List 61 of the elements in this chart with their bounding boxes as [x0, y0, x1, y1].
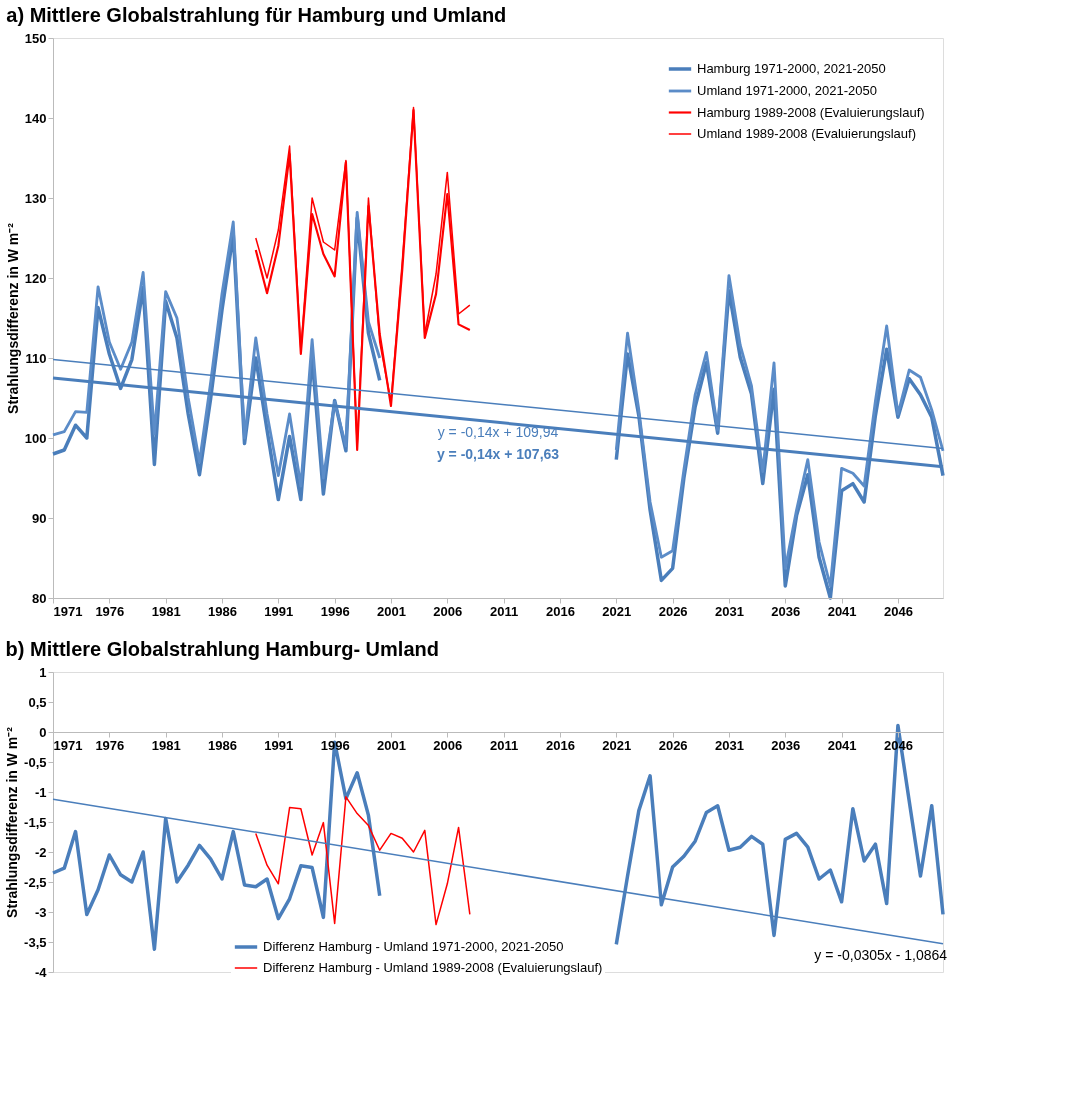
annotation: y = -0,14x + 107,63 [436, 446, 560, 463]
y-tick-label: -2 [34, 844, 47, 860]
y-tick-label: 110 [25, 350, 47, 366]
x-tick-label: 1971 [53, 737, 83, 753]
x-tick-label: 2006 [433, 603, 463, 619]
legend-label: Differenz Hamburg - Umland 1971-2000, 2021-2050 [263, 939, 564, 954]
legend-label: Umland 1971-2000, 2021-2050 [697, 83, 877, 98]
x-tick-label: 1986 [208, 737, 237, 753]
x-tick-label: 2041 [827, 603, 857, 619]
y-tick-label: 0 [39, 724, 47, 740]
x-tick-label: 1996 [320, 603, 350, 619]
x-tick-label: 2006 [433, 737, 463, 753]
x-tick-label: 1981 [151, 737, 181, 753]
y-tick-label: 130 [24, 190, 47, 206]
x-tick-label: 1981 [151, 603, 181, 619]
x-tick-label: 1991 [264, 737, 294, 753]
y-tick-label: 120 [24, 270, 47, 286]
x-tick-label: 2016 [546, 603, 575, 619]
y-tick-label: 90 [32, 510, 47, 526]
x-tick-label: 1976 [95, 737, 125, 753]
y-tick-label: -1,5 [24, 814, 47, 830]
x-tick-label: 2031 [714, 603, 744, 619]
y-tick-label: -4 [34, 964, 48, 980]
annotation: y = -0,0305x - 1,0864 [814, 946, 948, 963]
x-tick-label: 2001 [377, 603, 406, 619]
x-tick-label: 2016 [546, 737, 575, 753]
x-tick-label: 1976 [95, 603, 125, 619]
y-tick-label: 140 [24, 110, 47, 126]
x-tick-label: 2041 [827, 737, 857, 753]
x-tick-label: 2001 [377, 737, 406, 753]
x-tick-label: 1991 [264, 603, 294, 619]
y-tick-label: 80 [32, 590, 47, 606]
x-tick-label: 1971 [53, 603, 83, 619]
x-tick-label: 2036 [771, 603, 801, 619]
x-tick-label: 2026 [658, 603, 688, 619]
x-tick-label: 2036 [771, 737, 801, 753]
y-tick-label: -3,5 [24, 934, 47, 950]
y-tick-label: 0,5 [28, 694, 47, 710]
x-tick-label: 2011 [490, 603, 519, 619]
y-tick-label: -1 [34, 784, 47, 800]
y-tick-label: -3 [34, 904, 47, 920]
x-tick-label: 2011 [490, 737, 519, 753]
x-tick-label: 2021 [602, 603, 632, 619]
legend-label: Hamburg 1971-2000, 2021-2050 [697, 61, 886, 76]
legend-label: Differenz Hamburg - Umland 1989-2008 (Evaluierungslauf) [263, 960, 603, 975]
legend-label: Umland 1989-2008 (Evaluierungslauf) [697, 126, 916, 141]
legend-label: Hamburg 1989-2008 (Evaluierungslauf) [697, 104, 925, 120]
x-tick-label: 1986 [208, 603, 237, 619]
x-tick-label: 2046 [883, 603, 913, 619]
y-tick-label: 100 [24, 430, 47, 446]
chart-title: a) Mittlere Globalstrahlung für Hamburg und Umland [6, 4, 507, 26]
y-axis-title: Strahlungsdifferenz in W m⁻² [4, 726, 21, 918]
y-axis-title: Strahlungsdifferenz in W m⁻² [4, 222, 21, 414]
y-tick-label: 1 [39, 664, 47, 680]
x-tick-label: 2031 [714, 737, 744, 753]
chart-title: b) Mittlere Globalstrahlung Hamburg- Umland [5, 638, 439, 660]
y-tick-label: -0,5 [24, 754, 47, 770]
y-tick-label: -2,5 [24, 874, 47, 890]
x-tick-label: 2026 [658, 737, 688, 753]
y-tick-label: 150 [24, 30, 47, 46]
x-tick-label: 2021 [602, 737, 632, 753]
